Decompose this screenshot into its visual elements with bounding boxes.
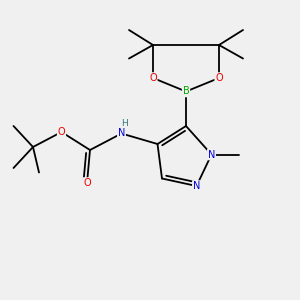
Text: H: H xyxy=(121,119,128,128)
Text: O: O xyxy=(58,127,65,137)
Text: N: N xyxy=(118,128,125,139)
Text: O: O xyxy=(83,178,91,188)
Text: N: N xyxy=(208,149,215,160)
Text: N: N xyxy=(193,181,200,191)
Text: B: B xyxy=(183,86,189,97)
Text: O: O xyxy=(149,73,157,83)
Text: O: O xyxy=(215,73,223,83)
